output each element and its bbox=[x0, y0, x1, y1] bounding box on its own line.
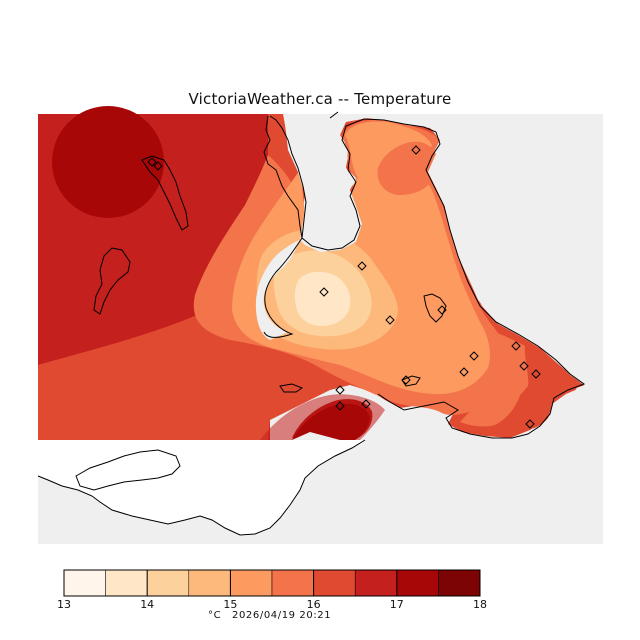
coastlines bbox=[37, 111, 586, 536]
legend-swatch bbox=[354, 569, 398, 597]
legend-swatch bbox=[105, 569, 148, 597]
legend-tick-label: 18 bbox=[473, 598, 487, 611]
legend-tick-label: 15 bbox=[223, 598, 237, 611]
legend-swatch bbox=[188, 569, 231, 597]
legend-swatch bbox=[271, 569, 314, 597]
legend-tick-label: 17 bbox=[390, 598, 404, 611]
legend-swatch bbox=[438, 569, 481, 597]
legend-unit: °C bbox=[208, 610, 221, 621]
usa-landmass bbox=[38, 440, 365, 535]
legend-tick-label: 16 bbox=[307, 598, 321, 611]
legend-tick-label: 14 bbox=[140, 598, 154, 611]
temperature-contours bbox=[38, 106, 585, 440]
legend-swatch bbox=[63, 569, 106, 597]
map-title: VictoriaWeather.ca -- Temperature bbox=[188, 90, 452, 108]
legend-tick-label: 13 bbox=[57, 598, 71, 611]
legend-swatches bbox=[63, 569, 481, 597]
station-markers bbox=[147, 145, 541, 429]
legend-swatch bbox=[396, 569, 439, 597]
legend-timestamp: 2026/04/19 20:21 bbox=[232, 610, 331, 621]
legend-swatch bbox=[313, 569, 356, 597]
legend-ticks: 13 14 15 16 17 18 bbox=[57, 570, 487, 611]
legend-swatch bbox=[146, 569, 190, 597]
legend-swatch bbox=[230, 569, 273, 597]
